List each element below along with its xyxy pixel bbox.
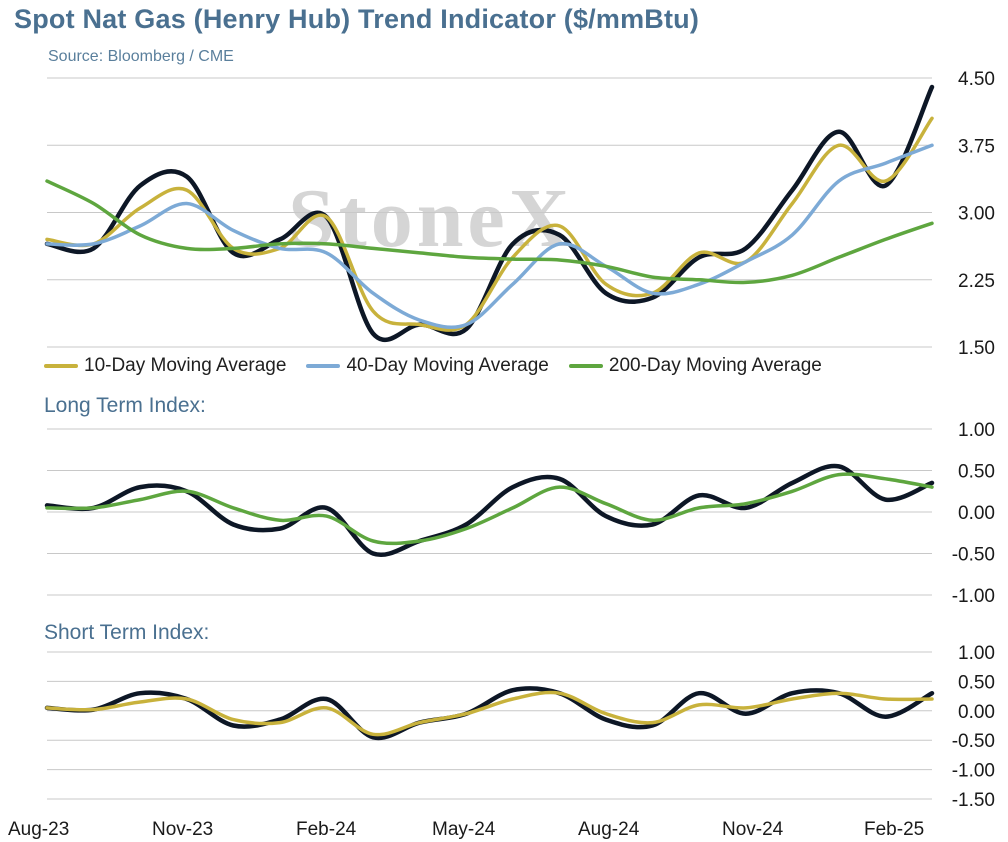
legend-item-ma40: 40-Day Moving Average (306, 355, 549, 377)
ytick-label-2-1: 0.50 (958, 672, 995, 693)
legend-swatch-ma40 (306, 364, 341, 368)
legend-label-ma10: 10-Day Moving Average (84, 355, 287, 376)
series-line-1-0 (44, 463, 935, 557)
legend-swatch-ma200 (568, 364, 603, 368)
series-line-0-0 (44, 84, 935, 343)
xtick-label-3: May-24 (432, 819, 496, 840)
ytick-label-0-3: 2.25 (958, 271, 995, 292)
xtick-label-5: Nov-24 (722, 819, 784, 840)
ytick-label-1-3: -0.50 (952, 545, 995, 566)
series-line-0-1 (45, 116, 934, 332)
xtick-label-6: Feb-25 (864, 819, 924, 840)
chart-source: Source: Bloomberg / CME (48, 48, 234, 65)
short-term-index-title: Short Term Index: (44, 621, 210, 644)
xtick-label-1: Nov-23 (152, 819, 213, 840)
ytick-label-0-2: 3.00 (958, 204, 995, 225)
ytick-label-1-1: 0.50 (958, 462, 995, 483)
xtick-label-4: Aug-24 (578, 819, 640, 840)
main-chart-legend: 10-Day Moving Average 40-Day Moving Aver… (44, 355, 822, 377)
ytick-label-1-4: -1.00 (952, 586, 995, 607)
chart-title: Spot Nat Gas (Henry Hub) Trend Indicator… (14, 4, 700, 34)
ytick-label-2-3: -0.50 (952, 731, 995, 752)
ytick-label-2-2: 0.00 (958, 702, 995, 723)
ytick-label-0-0: 4.50 (958, 69, 995, 90)
legend-label-ma200: 200-Day Moving Average (608, 355, 822, 376)
series-line-0-3 (45, 179, 934, 285)
xtick-label-2: Feb-24 (296, 819, 357, 840)
ytick-label-2-0: 1.00 (958, 643, 995, 664)
ytick-label-1-2: 0.00 (958, 503, 995, 524)
ytick-label-1-0: 1.00 (958, 420, 995, 441)
legend-item-ma10: 10-Day Moving Average (44, 355, 286, 377)
long-term-index-title: Long Term Index: (44, 394, 206, 417)
legend-item-ma200: 200-Day Moving Average (568, 355, 822, 377)
ytick-label-0-1: 3.75 (958, 136, 995, 157)
xtick-label-0: Aug-23 (8, 819, 69, 840)
ytick-label-2-4: -1.00 (952, 761, 995, 782)
series-line-0-2 (45, 143, 934, 329)
ytick-label-2-5: -1.50 (952, 790, 995, 811)
series-line-2-1 (45, 690, 934, 737)
ytick-label-0-4: 1.50 (958, 338, 995, 359)
legend-swatch-ma10 (44, 364, 78, 368)
series-line-2-0 (44, 686, 935, 741)
series-line-1-1 (45, 472, 934, 546)
legend-label-ma40: 40-Day Moving Average (346, 355, 549, 376)
